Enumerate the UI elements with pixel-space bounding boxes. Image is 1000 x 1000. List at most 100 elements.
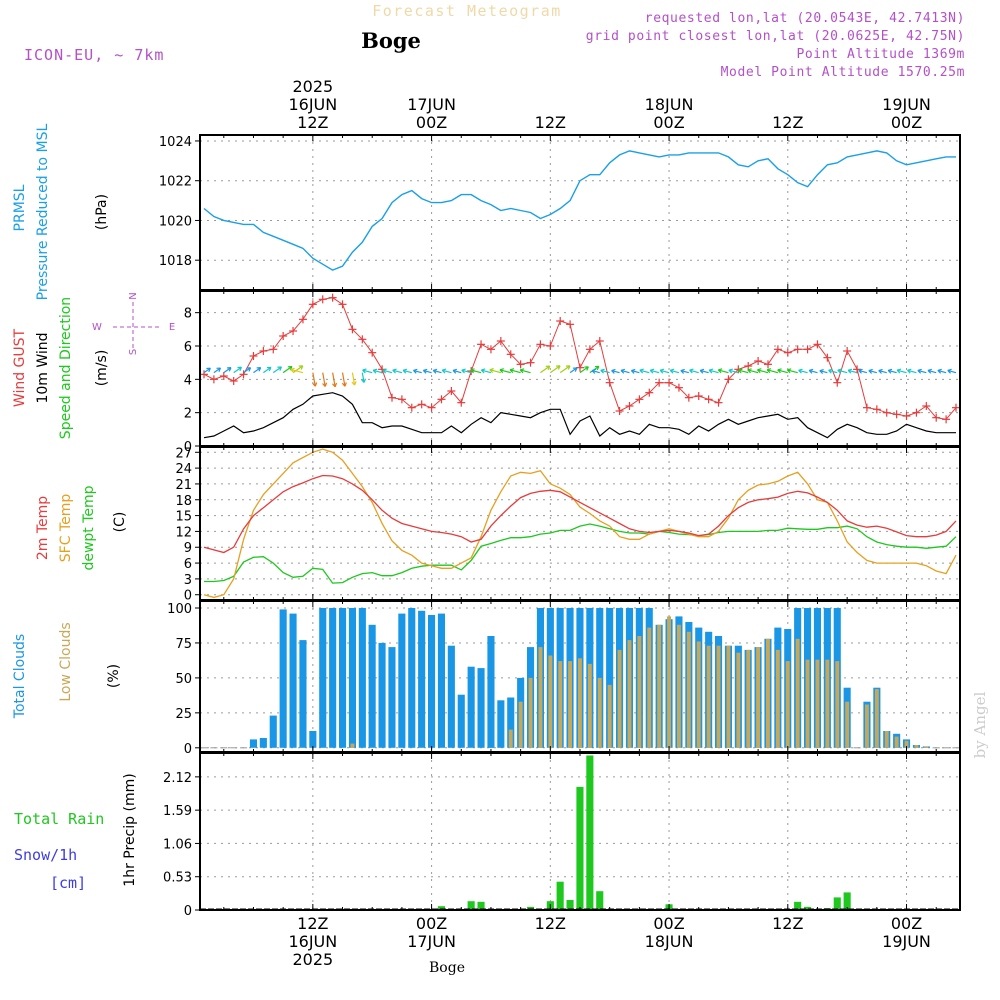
total-cloud-bar	[437, 613, 445, 748]
precip-unit: 1hr Precip (mm)	[122, 773, 138, 886]
wind-arrow	[272, 366, 282, 374]
bottom-time-label: 17JUN	[407, 932, 456, 951]
low-cloud-bar	[884, 731, 889, 748]
compass-n: N	[128, 292, 139, 299]
wind-arrow	[708, 368, 719, 374]
wind-unit: (m/s)	[94, 350, 110, 387]
total-cloud-bar	[299, 640, 307, 748]
wind-arrow	[917, 368, 927, 374]
pressure-labels: PRMSL Pressure Reduced to MSL (hPa)	[12, 123, 110, 300]
gust-point	[724, 375, 733, 384]
low-cloud-bar	[677, 624, 681, 748]
dew-label: dewpt Temp	[81, 485, 97, 570]
low-cloud-bar	[825, 659, 830, 748]
total-cloud-bar	[259, 738, 267, 748]
wind-arrow	[927, 368, 937, 374]
wind-arrow	[263, 366, 272, 374]
total-cloud-bar	[339, 608, 347, 748]
wind-arrow	[569, 367, 578, 374]
low-cloud-bar	[597, 677, 602, 748]
wind-arrow	[747, 368, 759, 374]
wind-arrow	[868, 368, 877, 374]
wind-arrow	[413, 368, 422, 374]
wind-arrow	[452, 368, 462, 374]
gust-point	[912, 408, 921, 417]
gust-point	[843, 347, 852, 355]
rain-bar	[794, 901, 802, 910]
wind-ytick-label: 0	[184, 440, 192, 455]
temperature-ytick-label: 12	[175, 525, 192, 540]
gust-point	[783, 348, 792, 357]
requested-coords: requested lon,lat (20.0543E, 42.7413N)	[645, 11, 965, 26]
low-cloud-bar	[558, 661, 563, 748]
low-cloud-bar	[914, 745, 919, 748]
subtitle: Forecast Meteogram	[372, 2, 562, 20]
temperature-ytick-label: 15	[175, 510, 192, 525]
wind-arrow	[441, 368, 452, 374]
wind-label: 10m Wind	[35, 332, 51, 403]
pressure-ytick-label: 1024	[159, 135, 192, 150]
top-time-label: 19JUN	[882, 95, 931, 114]
bottom-time-label: 00Z	[653, 914, 684, 933]
wind-arrow	[332, 372, 338, 388]
low-cloud-bar	[924, 746, 929, 748]
t2m-label: 2m Temp	[35, 496, 51, 560]
gust-point	[773, 345, 782, 354]
gust-point	[457, 398, 466, 407]
gust-point	[615, 407, 624, 415]
wind-arrow	[680, 368, 689, 374]
gust-point	[922, 402, 931, 410]
top-time-label: 17JUN	[407, 95, 456, 114]
wind-arrow	[937, 368, 947, 374]
wind-dir-label: Speed and Direction	[58, 297, 74, 439]
gust-label: Wind GUST	[12, 328, 28, 407]
wind-arrow	[382, 368, 393, 374]
gust-point	[556, 317, 565, 325]
wind-arrow	[611, 368, 620, 374]
marks-layer	[200, 150, 960, 910]
compass-s: S	[128, 349, 139, 355]
gust-point	[833, 378, 842, 387]
gust-point	[932, 413, 941, 422]
top-time-label: 16JUN	[288, 95, 337, 114]
bottom-time-label: 2025	[292, 950, 333, 969]
point-altitude: Point Altitude 1369m	[796, 47, 965, 62]
rain-bar	[804, 906, 812, 910]
top-time-label: 00Z	[653, 113, 684, 132]
total-cloud-bar	[428, 615, 436, 748]
sfc-temp-line	[203, 448, 957, 599]
temperature-ytick-label: 9	[184, 541, 192, 556]
wind-ytick-label: 4	[184, 373, 192, 388]
gust-point	[694, 392, 703, 400]
wind-arrow	[699, 368, 709, 374]
low-cloud-bar	[696, 641, 701, 748]
total-cloud-bar	[368, 624, 376, 748]
snow-unit-label: [cm]	[50, 874, 86, 892]
wind-arrow	[947, 368, 957, 374]
low-cloud-bar	[706, 645, 711, 748]
gust-point	[407, 403, 416, 412]
low-cloud-bar	[637, 636, 642, 748]
total-cloud-bar	[289, 613, 297, 748]
compass-w: W	[92, 322, 102, 333]
wind-arrow	[489, 368, 501, 374]
gust-point	[486, 345, 495, 354]
wind-ytick-label: 2	[184, 407, 192, 422]
total-cloud-bar	[497, 700, 505, 748]
wind-ytick-label: 8	[184, 307, 192, 322]
total-cloud-bar	[269, 715, 277, 748]
gust-point	[655, 378, 664, 387]
clouds-unit: (%)	[106, 664, 122, 688]
wind-arrow	[402, 368, 412, 374]
low-cloud-bar	[686, 631, 691, 748]
wind-arrow	[233, 366, 242, 374]
wind-arrow	[689, 368, 699, 374]
grid-point-coords: grid point closest lon,lat (20.0625E, 42…	[586, 29, 965, 44]
frames-layer: 1018102010221024024680369121518212427025…	[159, 134, 961, 919]
gust-point	[506, 350, 515, 359]
wind-arrow	[223, 367, 232, 374]
wind-arrow	[639, 368, 650, 374]
wind-arrow	[499, 368, 511, 374]
low-cloud-bar	[775, 649, 780, 748]
total-cloud-bar	[319, 608, 327, 748]
